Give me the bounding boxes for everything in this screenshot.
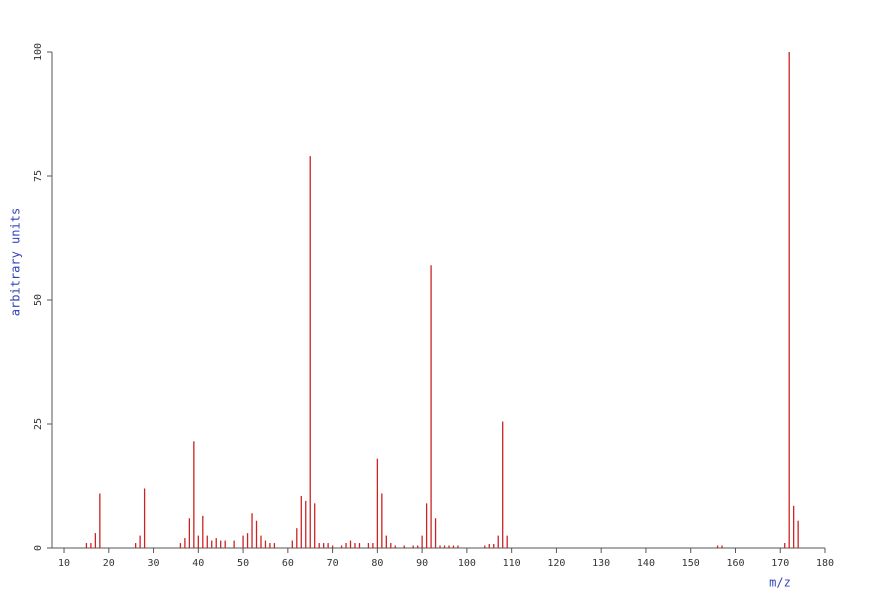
y-tick-label: 75 bbox=[33, 170, 44, 182]
x-tick-label: 180 bbox=[816, 558, 834, 569]
x-tick-label: 150 bbox=[682, 558, 700, 569]
y-tick-label: 25 bbox=[33, 418, 44, 430]
x-tick-label: 20 bbox=[103, 558, 115, 569]
x-tick-label: 80 bbox=[371, 558, 383, 569]
x-tick-label: 110 bbox=[503, 558, 521, 569]
x-tick-label: 40 bbox=[192, 558, 204, 569]
x-tick-label: 90 bbox=[416, 558, 428, 569]
x-tick-label: 30 bbox=[148, 558, 160, 569]
y-tick-label: 100 bbox=[33, 43, 44, 61]
y-tick-label: 50 bbox=[33, 294, 44, 306]
x-tick-label: 50 bbox=[237, 558, 249, 569]
y-tick-label: 0 bbox=[33, 545, 44, 551]
x-tick-label: 130 bbox=[592, 558, 610, 569]
x-tick-label: 170 bbox=[771, 558, 789, 569]
x-tick-label: 10 bbox=[58, 558, 70, 569]
x-tick-label: 120 bbox=[547, 558, 565, 569]
x-tick-label: 140 bbox=[637, 558, 655, 569]
x-tick-label: 70 bbox=[327, 558, 339, 569]
x-axis-title: m/z bbox=[769, 576, 791, 590]
y-axis-title: arbitrary units bbox=[9, 208, 23, 316]
x-tick-label: 100 bbox=[458, 558, 476, 569]
x-tick-label: 160 bbox=[726, 558, 744, 569]
x-tick-label: 60 bbox=[282, 558, 294, 569]
